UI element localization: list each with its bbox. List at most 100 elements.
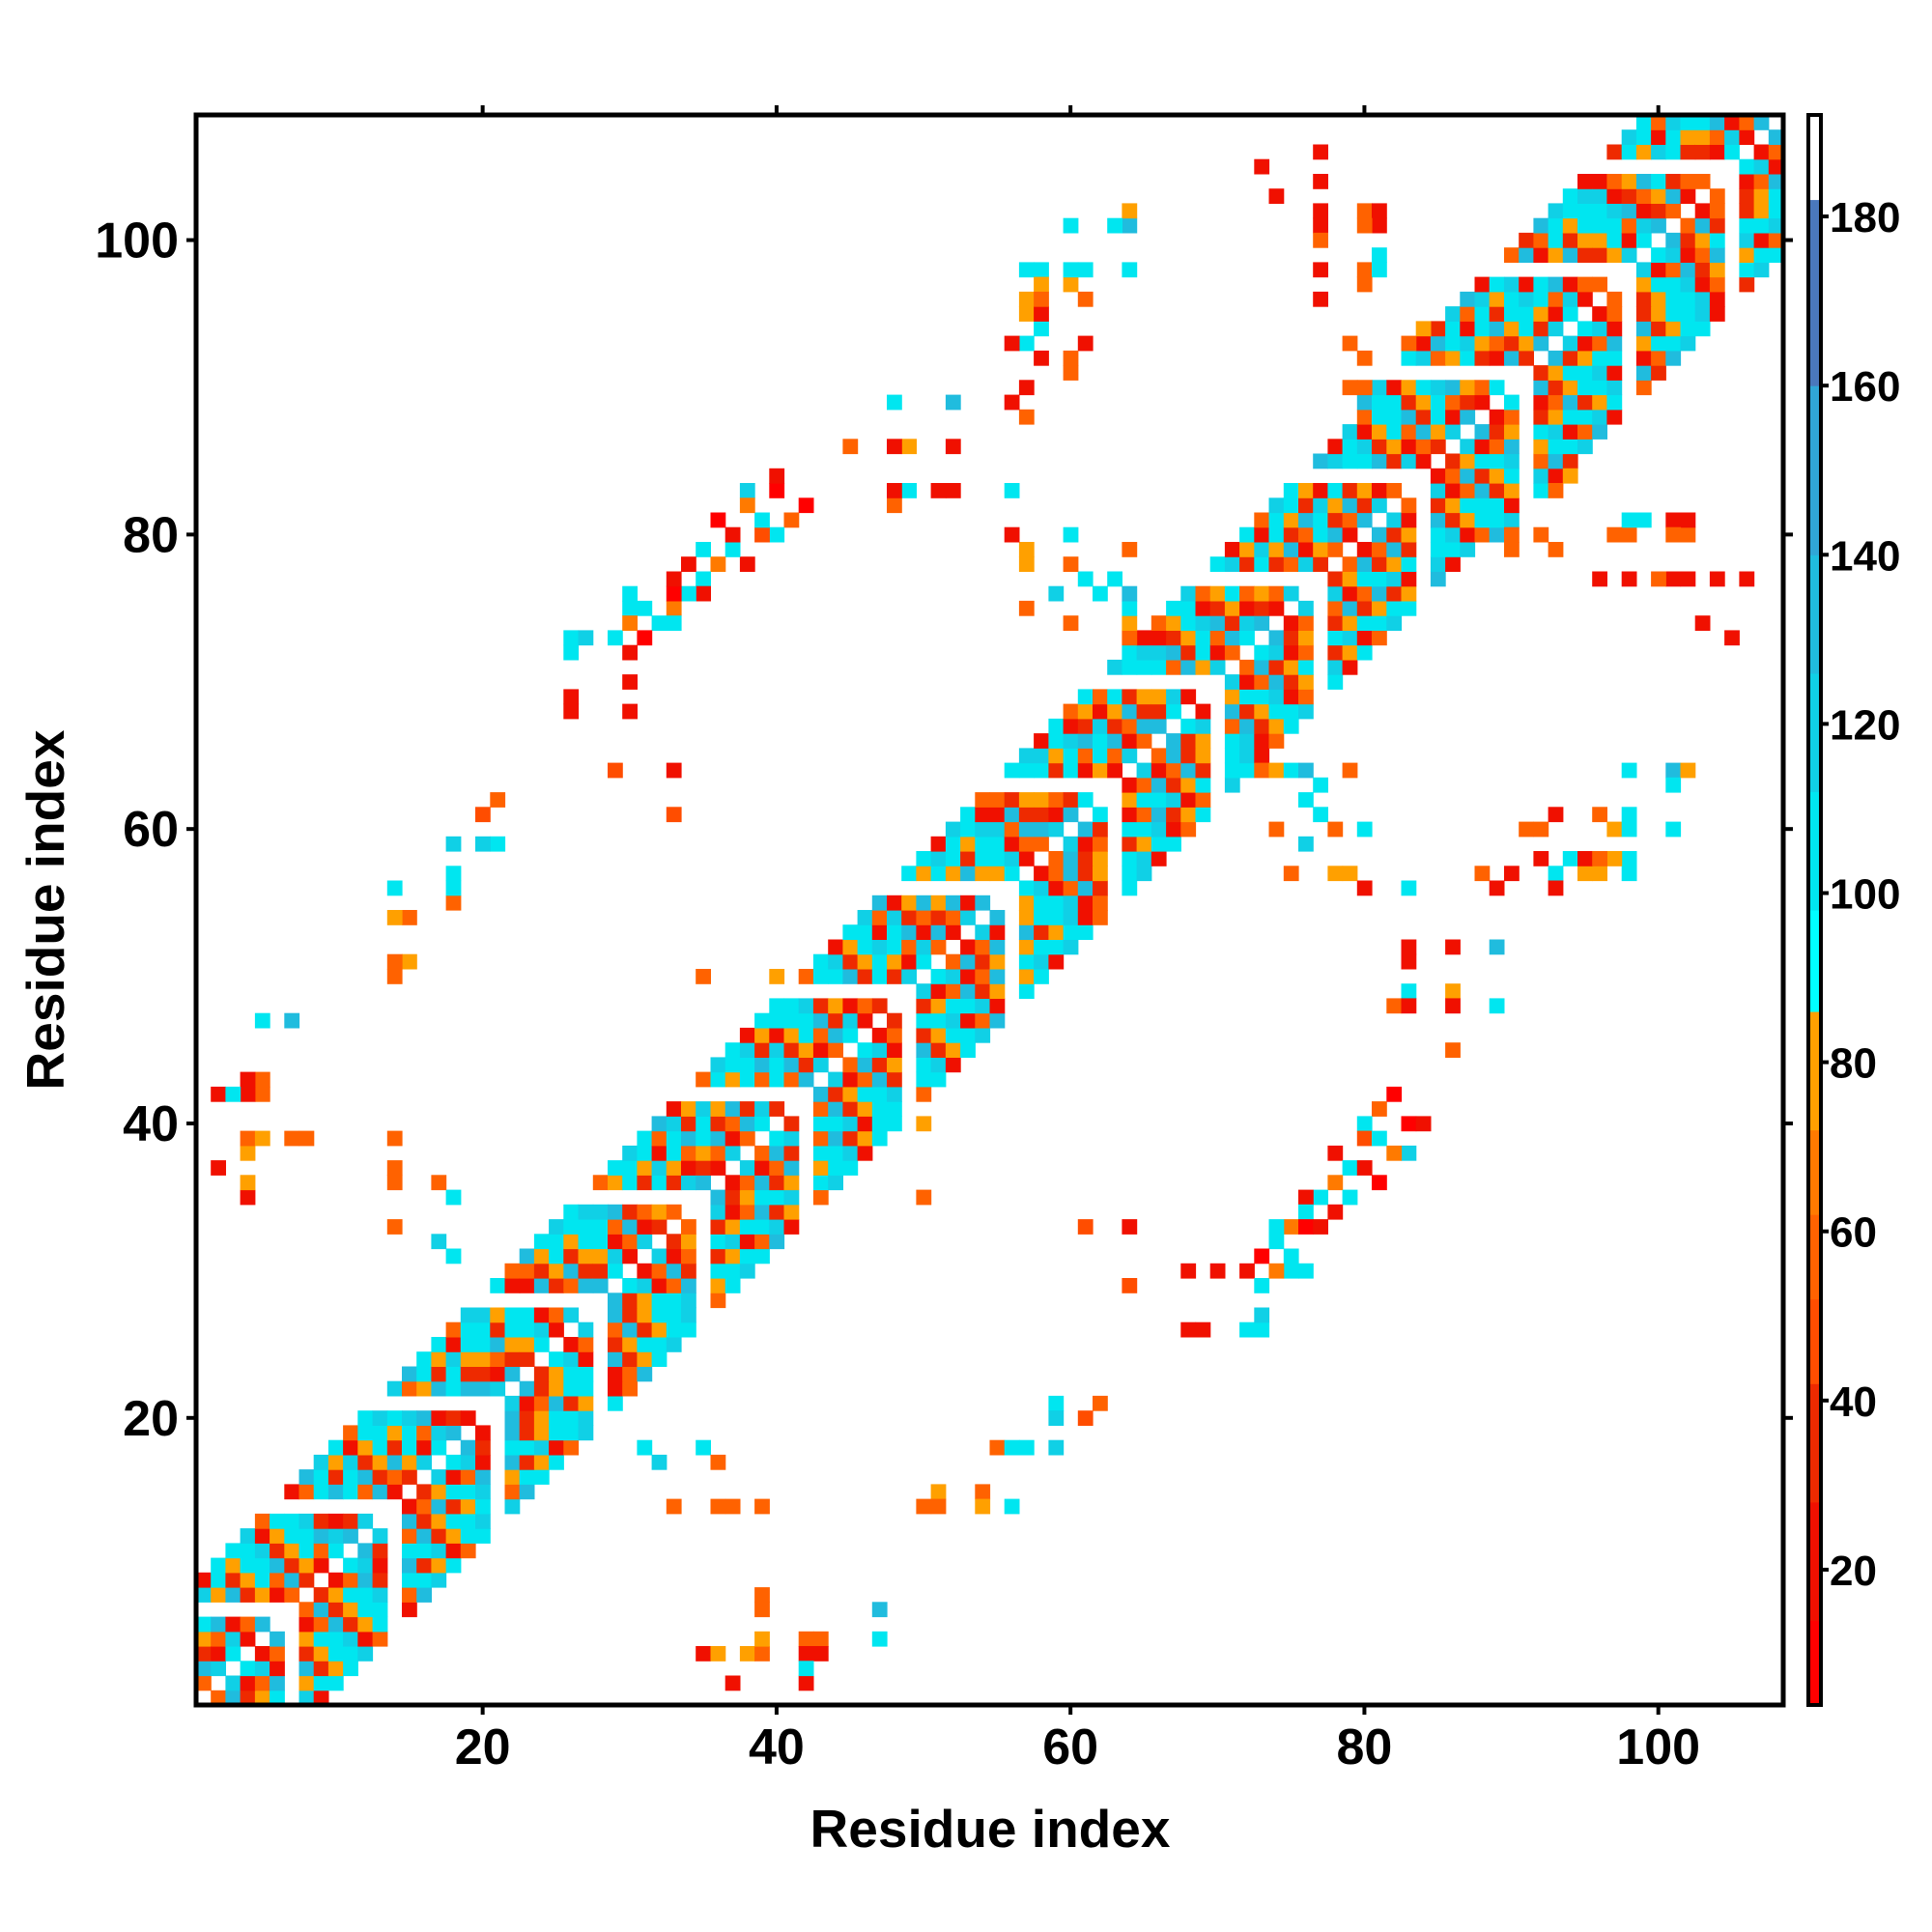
heatmap-cell [1635, 115, 1652, 130]
heatmap-cell [769, 1071, 785, 1088]
heatmap-cell [1562, 276, 1578, 293]
heatmap-cell [240, 1557, 256, 1574]
heatmap-cell [1327, 526, 1344, 543]
heatmap-cell [1665, 144, 1682, 160]
heatmap-cell [1268, 644, 1285, 661]
heatmap-cell [622, 1219, 638, 1235]
heatmap-cell [578, 1263, 594, 1279]
heatmap-cell [960, 866, 976, 882]
heatmap-cell [1606, 174, 1623, 189]
heatmap-cell [1283, 866, 1299, 882]
heatmap-cell [1680, 262, 1696, 278]
heatmap-cell [1093, 733, 1108, 749]
heatmap-cell [1151, 807, 1167, 823]
heatmap-cell [1548, 380, 1564, 396]
heatmap-cell [710, 1116, 726, 1132]
heatmap-cell [549, 1248, 564, 1264]
heatmap-cell [1548, 866, 1564, 882]
heatmap-cell [578, 1321, 594, 1338]
heatmap-cell [724, 1189, 741, 1206]
heatmap-cell [754, 1175, 770, 1191]
heatmap-cell [327, 1661, 344, 1677]
heatmap-cell [1415, 380, 1432, 396]
heatmap-cell [769, 1160, 785, 1176]
heatmap-cell [901, 910, 917, 925]
heatmap-cell [769, 998, 785, 1014]
heatmap-cell [1548, 350, 1564, 366]
heatmap-cell [1372, 262, 1387, 278]
colorbar-segment [1808, 791, 1821, 911]
heatmap-cell [1724, 630, 1740, 646]
heatmap-cell [739, 1204, 755, 1220]
heatmap-cell [1651, 115, 1666, 130]
heatmap-cell [431, 1234, 447, 1250]
heatmap-cell [828, 998, 843, 1014]
heatmap-cell [270, 1675, 285, 1691]
colorbar-segment [1808, 385, 1821, 555]
heatmap-cell [1430, 483, 1446, 498]
heatmap-cell [225, 1086, 242, 1102]
heatmap-cell [783, 1175, 800, 1191]
heatmap-cell [724, 1101, 741, 1117]
heatmap-cell [1533, 335, 1549, 352]
heatmap-cell [1372, 483, 1387, 498]
heatmap-cell [254, 1071, 270, 1088]
heatmap-cell [1694, 203, 1711, 219]
heatmap-cell [1268, 762, 1285, 779]
heatmap-cell [372, 1557, 388, 1574]
heatmap-cell [298, 1469, 315, 1485]
heatmap-cell [1562, 380, 1578, 396]
heatmap-cell [842, 1027, 859, 1043]
heatmap-cell [1356, 585, 1373, 602]
heatmap-cell [549, 1425, 564, 1441]
heatmap-cell [254, 1646, 270, 1662]
heatmap-cell [1063, 262, 1079, 278]
heatmap-cell [1327, 453, 1344, 469]
heatmap-cell [1635, 512, 1652, 528]
heatmap-cell [1768, 174, 1784, 189]
heatmap-cell [1533, 276, 1549, 293]
heatmap-cell [930, 1498, 947, 1515]
heatmap-cell [637, 1234, 653, 1250]
heatmap-cell [240, 1086, 256, 1102]
heatmap-cell [1327, 821, 1344, 838]
heatmap-cell [945, 924, 961, 940]
heatmap-cell [1680, 129, 1696, 145]
heatmap-cell [1651, 247, 1666, 263]
heatmap-cell [1239, 703, 1255, 720]
heatmap-cell [402, 1528, 417, 1544]
heatmap-cell [1122, 792, 1138, 808]
heatmap-cell [666, 1263, 682, 1279]
heatmap-cell [1239, 733, 1255, 749]
heatmap-cell [1063, 807, 1079, 823]
heatmap-cell [1680, 115, 1696, 130]
heatmap-cell [930, 483, 947, 498]
heatmap-cell [327, 1454, 344, 1470]
heatmap-cell [696, 1439, 711, 1456]
heatmap-cell [313, 1646, 329, 1662]
heatmap-cell [1592, 394, 1607, 411]
heatmap-cell [270, 1587, 285, 1603]
heatmap-cell [1768, 129, 1784, 145]
heatmap-cell [1519, 247, 1534, 263]
heatmap-cell [1034, 262, 1049, 278]
heatmap-cell [1577, 394, 1593, 411]
heatmap-cell [1093, 895, 1108, 911]
heatmap-cell [887, 910, 902, 925]
heatmap-cell [1680, 232, 1696, 248]
heatmap-cell [254, 1587, 270, 1603]
heatmap-cell [1063, 365, 1079, 381]
heatmap-cell [1651, 129, 1666, 145]
heatmap-cell [211, 1086, 226, 1102]
heatmap-cell [1753, 144, 1770, 160]
heatmap-cell [357, 1602, 374, 1618]
heatmap-cell [1739, 115, 1755, 130]
heatmap-cell [343, 1616, 358, 1633]
heatmap-cell [1151, 718, 1167, 734]
heatmap-cell [313, 1528, 329, 1544]
heatmap-cell [828, 1071, 843, 1088]
heatmap-cell [1460, 409, 1476, 425]
heatmap-cell [608, 1351, 623, 1367]
heatmap-cell [754, 1012, 770, 1029]
heatmap-cell [1386, 542, 1403, 557]
